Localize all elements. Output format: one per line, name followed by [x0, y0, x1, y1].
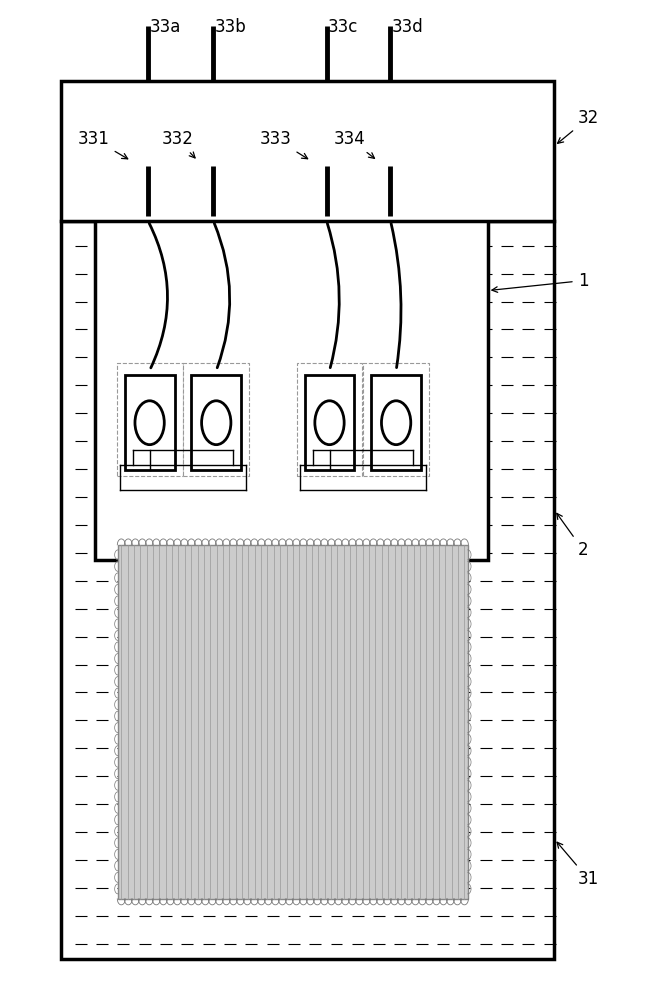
Text: 2: 2	[557, 513, 588, 559]
Bar	[183, 363, 250, 476]
Text: 1: 1	[492, 272, 588, 292]
Text: 33c: 33c	[328, 18, 358, 36]
Bar	[304, 375, 355, 470]
Bar	[124, 375, 175, 470]
Bar	[116, 363, 183, 476]
Bar	[62, 221, 555, 959]
Bar	[118, 545, 468, 899]
Bar	[363, 363, 429, 476]
Text: 332: 332	[161, 130, 195, 158]
Text: 333: 333	[260, 130, 308, 159]
Bar	[296, 363, 363, 476]
Circle shape	[201, 401, 231, 445]
Text: 33a: 33a	[149, 18, 181, 36]
Text: 334: 334	[334, 130, 375, 158]
Bar	[191, 375, 242, 470]
Text: 331: 331	[78, 130, 128, 159]
Text: 32: 32	[557, 109, 599, 143]
Text: 33d: 33d	[392, 18, 423, 36]
Text: 31: 31	[557, 842, 599, 888]
Text: 33b: 33b	[215, 18, 246, 36]
Circle shape	[135, 401, 165, 445]
Circle shape	[381, 401, 411, 445]
Circle shape	[315, 401, 344, 445]
Bar	[94, 181, 488, 560]
Bar	[62, 81, 555, 221]
Bar	[371, 375, 421, 470]
